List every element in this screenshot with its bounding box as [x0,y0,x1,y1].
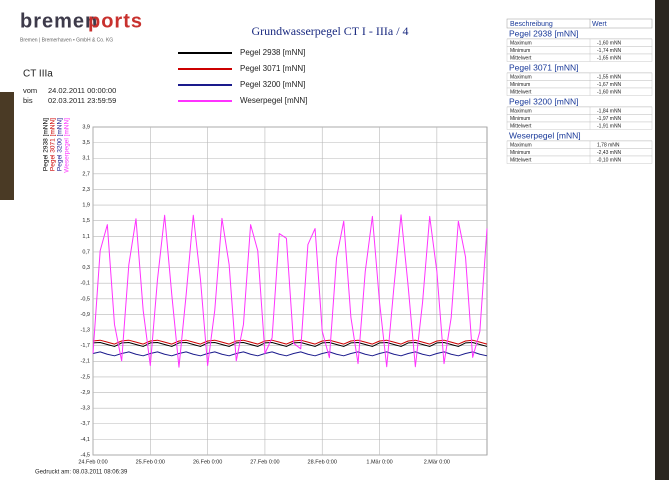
y-tick-label: 1,5 [82,218,90,224]
x-tick-label: 1.Mär 0:00 [366,459,392,465]
row-label: Mittelwert [510,123,532,129]
screen: bremen ports Bremen | Bremerhaven • GmbH… [0,0,669,480]
x-tick-label: 28.Feb 0:00 [308,459,337,465]
background-photo-edge [0,92,14,200]
axis-series-label: Pegel 3071 [mNN] [50,118,57,171]
y-tick-label: -2,1 [81,359,90,365]
page: bremen ports Bremen | Bremerhaven • GmbH… [0,0,669,480]
y-tick-label: 2,3 [82,187,90,193]
y-tick-label: 3,5 [82,140,90,146]
x-tick-label: 27.Feb 0:00 [250,459,279,465]
logo-company: Bremen | Bremerhaven • GmbH & Co. KG [20,37,113,43]
row-label: Minimum [510,48,530,54]
row-value: -1,67 mNN [597,82,622,88]
row-label: Mittelwert [510,55,532,61]
x-tick-label: 2.Mär 0:00 [424,459,450,465]
axis-series-label: Weserpegel [mNN] [64,118,71,173]
to-date: 02.03.2011 23:59:59 [48,96,116,105]
y-tick-label: -0,1 [81,281,90,287]
row-value: -2,43 mNN [597,150,622,156]
x-tick-label: 24.Feb 0:00 [78,459,107,465]
y-tick-label: -0,9 [81,312,90,318]
legend-label: Pegel 2938 [mNN] [240,48,305,57]
printed-date: Gedruckt am: 08.03.2011 08:06:39 [35,470,128,476]
y-tick-label: 1,1 [82,234,90,240]
row-value: -0,10 mNN [597,157,622,163]
legend-label: Pegel 3071 [mNN] [240,64,305,73]
row-label: Maximum [510,40,532,46]
row-label: Maximum [510,142,532,148]
y-tick-label: 0,7 [82,249,90,255]
stats-table: Beschreibung Wert Pegel 2938 [mNN] Maximum -… [507,19,652,164]
row-value: -1,65 mNN [597,55,622,61]
group-title: Pegel 3071 [mNN] [509,62,578,72]
row-label: Minimum [510,150,530,156]
group-title: Pegel 3200 [mNN] [509,96,578,106]
group-title: Pegel 2938 [mNN] [509,28,578,38]
y-tick-label: 3,1 [82,156,90,162]
column-header: Wert [592,21,607,28]
row-value: -1,97 mNN [597,116,622,122]
legend-label: Weserpegel [mNN] [240,96,307,105]
row-label: Mittelwert [510,157,532,163]
column-header: Beschreibung [510,21,553,28]
axis-series-label: Pegel 2938 [mNN] [43,118,50,171]
row-value: -1,91 mNN [597,123,622,129]
row-label: Maximum [510,74,532,80]
y-tick-label: 1,9 [82,203,90,209]
y-tick-label: -1,7 [81,343,90,349]
y-tick-label: -1,3 [81,328,90,334]
logo-bremen: bremen [20,10,98,32]
legend-label: Pegel 3200 [mNN] [240,80,305,89]
group-title: Weserpegel [mNN] [509,130,581,140]
y-tick-label: 2,7 [82,171,90,177]
row-label: Minimum [510,116,530,122]
from-date: 24.02.2011 00:00:00 [48,86,116,95]
row-value: -1,74 mNN [597,48,622,54]
row-value: -1,55 mNN [597,74,622,80]
row-value: -1,60 mNN [597,40,622,46]
y-tick-label: 3,9 [82,124,90,130]
site-name: CT IIIa [23,69,53,80]
y-tick-label: -4,5 [81,452,90,458]
y-tick-label: 0,3 [82,265,90,271]
y-tick-label: -2,5 [81,374,90,380]
row-value: -1,60 mNN [597,89,622,95]
y-tick-label: -3,7 [81,421,90,427]
row-label: Maximum [510,108,532,114]
row-value: -1,84 mNN [597,108,622,114]
y-tick-label: -0,5 [81,296,90,302]
x-tick-label: 26.Feb 0:00 [193,459,222,465]
row-label: Mittelwert [510,89,532,95]
row-label: Minimum [510,82,530,88]
logo-ports: ports [88,10,143,32]
to-label: bis [23,96,33,105]
from-label: vom [23,86,37,95]
y-tick-label: -3,3 [81,406,90,412]
y-tick-label: -4,1 [81,437,90,443]
axis-series-label: Pegel 3200 [mNN] [57,118,64,171]
chart-title: Grundwasserpegel CT I - IIIa / 4 [251,24,408,38]
x-tick-label: 25.Feb 0:00 [136,459,165,465]
y-tick-label: -2,9 [81,390,90,396]
row-value: 1,78 mNN [597,142,620,148]
